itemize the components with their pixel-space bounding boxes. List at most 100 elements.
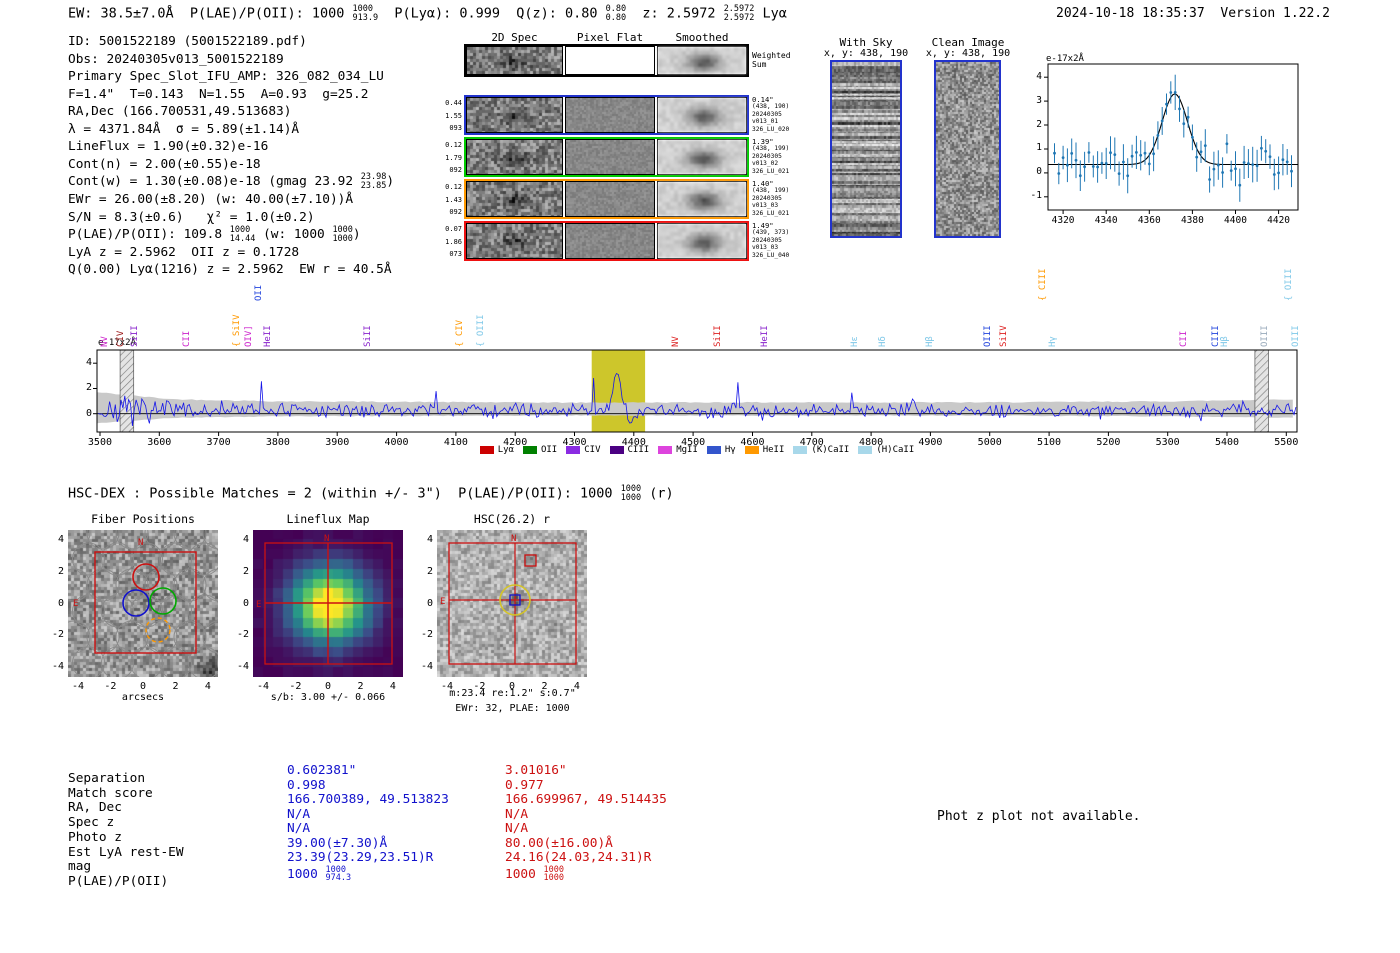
spectrum-xtick-label: 5400 <box>1214 437 1240 448</box>
arcsecs-label: arcsecs <box>121 692 165 703</box>
spec2d-meta-line: (439, 373) <box>752 229 790 237</box>
linefit-xtick-label: 4420 <box>1267 215 1291 226</box>
legend-item: Hγ <box>706 445 736 455</box>
hsc-caption-1: m:23.4 re:1.2" s:0.7" <box>449 688 576 699</box>
info-text: ID: 5001522189 (5001522189.pdf) <box>68 34 307 49</box>
spec2d-row-meta: 1.40" (438, 199) 20240305 v013_03 326_LU_021 <box>752 180 789 217</box>
hsc-dex-summary: HSC-DEX : Possible Matches = 2 (within +… <box>68 485 674 502</box>
header-frac-bottom: 0.80 <box>605 12 627 23</box>
spectrum-xtick-label: 5300 <box>1155 437 1180 448</box>
linefit-ytick-label: 1 <box>1036 142 1042 154</box>
spectrum-legend: Lyα OII CIV CIII MgII Hγ HeII (K)CaII (H)CaII <box>97 445 1297 455</box>
spec2d-image <box>467 224 562 258</box>
east-label: E <box>440 597 445 607</box>
emission-line-label: { CIII <box>1037 268 1048 301</box>
cutout-ytick-label: -4 <box>236 661 249 673</box>
spectrum-xtick-label: 4000 <box>384 437 409 448</box>
spec2d-stat: 0.44 <box>445 99 462 107</box>
fiber-overlay-svg: NE <box>57 516 250 680</box>
info-text: P(LAE)/P(OII): 109.8 <box>68 227 230 243</box>
spec2d-row <box>464 95 749 135</box>
cutout-ytick-label: -4 <box>51 661 64 673</box>
match-table-labels: Separation Match score RA, Dec Spec z Photo … <box>68 771 184 890</box>
spec2d-meta-line: 1.49" <box>752 221 774 230</box>
legend-label: (K)CaII <box>811 445 850 455</box>
info-text: Q(0.00) Lyα(1216) z = 2.5962 EW r = 40.5… <box>68 262 392 278</box>
header-frac-top: 2.5972 <box>723 4 755 14</box>
spec2d-meta-line: v013_03 <box>752 202 779 210</box>
spec2d-cell <box>466 97 563 133</box>
hsc-image <box>437 530 587 677</box>
legend-swatch <box>744 446 759 454</box>
emission-line-label: SiIV <box>998 325 1009 347</box>
spectrum-xtick-label: 4100 <box>443 437 468 448</box>
linefit-xtick-label: 4400 <box>1224 215 1247 226</box>
emission-line-label: { OIII <box>475 314 486 347</box>
info-text: Cont(n) = 2.00(±0.55)e-18 <box>68 156 261 172</box>
spec2d-cell <box>466 46 563 75</box>
spectrum-xtick-label: 3600 <box>147 437 172 448</box>
hscdex-frac-top: 1000 <box>620 484 642 494</box>
spec2d-cell <box>565 181 655 217</box>
spec2d-cell <box>657 97 747 133</box>
east-label: E <box>256 600 261 610</box>
linefit-xtick-label: 4360 <box>1137 215 1161 226</box>
hscdex-fraction: 1000 1000 <box>621 485 641 502</box>
legend-swatch <box>479 446 494 454</box>
spectrum-ytick-label: 2 <box>85 382 92 394</box>
spec2d-row <box>464 179 749 219</box>
spec2d-row-meta: 1.39" (438, 199) 20240305 v013_02 326_LU_021 <box>752 138 789 175</box>
spec2d-row-meta: 0.14" (438, 190) 20240305 v013_01 326_LU_020 <box>752 96 789 133</box>
spec2d-meta-line: 20240305 <box>752 194 782 202</box>
spec2d-meta-line: v013_01 <box>752 118 779 126</box>
clean-image <box>934 60 1001 238</box>
spec2d-row-stats: 0.07 1.86 073 <box>432 223 462 261</box>
match-value: 166.699967, 49.514435 <box>505 792 667 808</box>
match-row-label: Est LyA rest-EW <box>68 844 184 860</box>
hscdex-frac-bottom: 1000 <box>620 492 642 503</box>
info-text: LyA z = 2.5962 OII z = 0.1728 <box>68 244 300 260</box>
match-row-label: Spec z <box>68 815 115 831</box>
linefit-xtick-label: 4340 <box>1094 215 1118 226</box>
spec2d-stat: 0.12 <box>445 141 462 149</box>
emission-line-label: Hβ <box>1220 336 1231 347</box>
emission-line-label: Hε <box>850 336 861 347</box>
header-text: P(Lyα): 0.999 Q(z): 0.80 <box>378 5 606 22</box>
linefit-svg <box>1044 63 1299 214</box>
emission-line-label: Hγ <box>1048 336 1059 347</box>
spec2d-cell <box>466 223 563 259</box>
legend-item: OII <box>522 445 557 455</box>
with-sky-image <box>830 60 902 238</box>
spectrum-xtick-label: 4200 <box>503 437 528 448</box>
info-line: LineFlux = 1.90(±0.32)e-16 <box>68 138 394 156</box>
emission-line-label: OIII <box>1290 325 1301 347</box>
cutout-xtick-label: 4 <box>389 681 396 692</box>
report-version: Version 1.22.2 <box>1220 6 1330 21</box>
spectrum-xtick-label: 3800 <box>265 437 290 448</box>
spec2d-meta-line: Weighted <box>752 51 791 60</box>
legend-swatch <box>706 446 721 454</box>
legend-item: CIII <box>609 445 649 455</box>
spectrum-svg <box>93 349 1298 436</box>
match-plae-value: 1000 1000 1000 <box>505 866 667 883</box>
legend-item: MgII <box>658 445 698 455</box>
legend-item: (H)CaII <box>858 445 914 455</box>
info-fraction: 1000 14.44 <box>230 226 256 243</box>
match-value: 0.998 <box>287 777 326 793</box>
spec2d-image <box>467 182 562 216</box>
spectrum-xtick-label: 5000 <box>977 437 1002 448</box>
info-line: RA,Dec (166.700531,49.513683) <box>68 103 394 121</box>
match-value: N/A <box>287 821 311 837</box>
match-candidate-2: 3.01016" 0.977 166.699967, 49.514435 N/A N/A… <box>505 763 667 883</box>
spec2d-meta-line: 1.39" <box>752 137 774 146</box>
spec2d-cell <box>657 139 747 175</box>
north-label: N <box>511 534 516 544</box>
emission-line-label: { CIV <box>454 319 465 347</box>
cutout-ytick-label: 2 <box>57 565 64 577</box>
cutout-xtick-label: -2 <box>289 681 302 692</box>
spec2d-cell <box>565 97 655 133</box>
linefit-ytick-label: -1 <box>1030 190 1042 202</box>
emission-line-label: CII <box>1178 330 1189 347</box>
